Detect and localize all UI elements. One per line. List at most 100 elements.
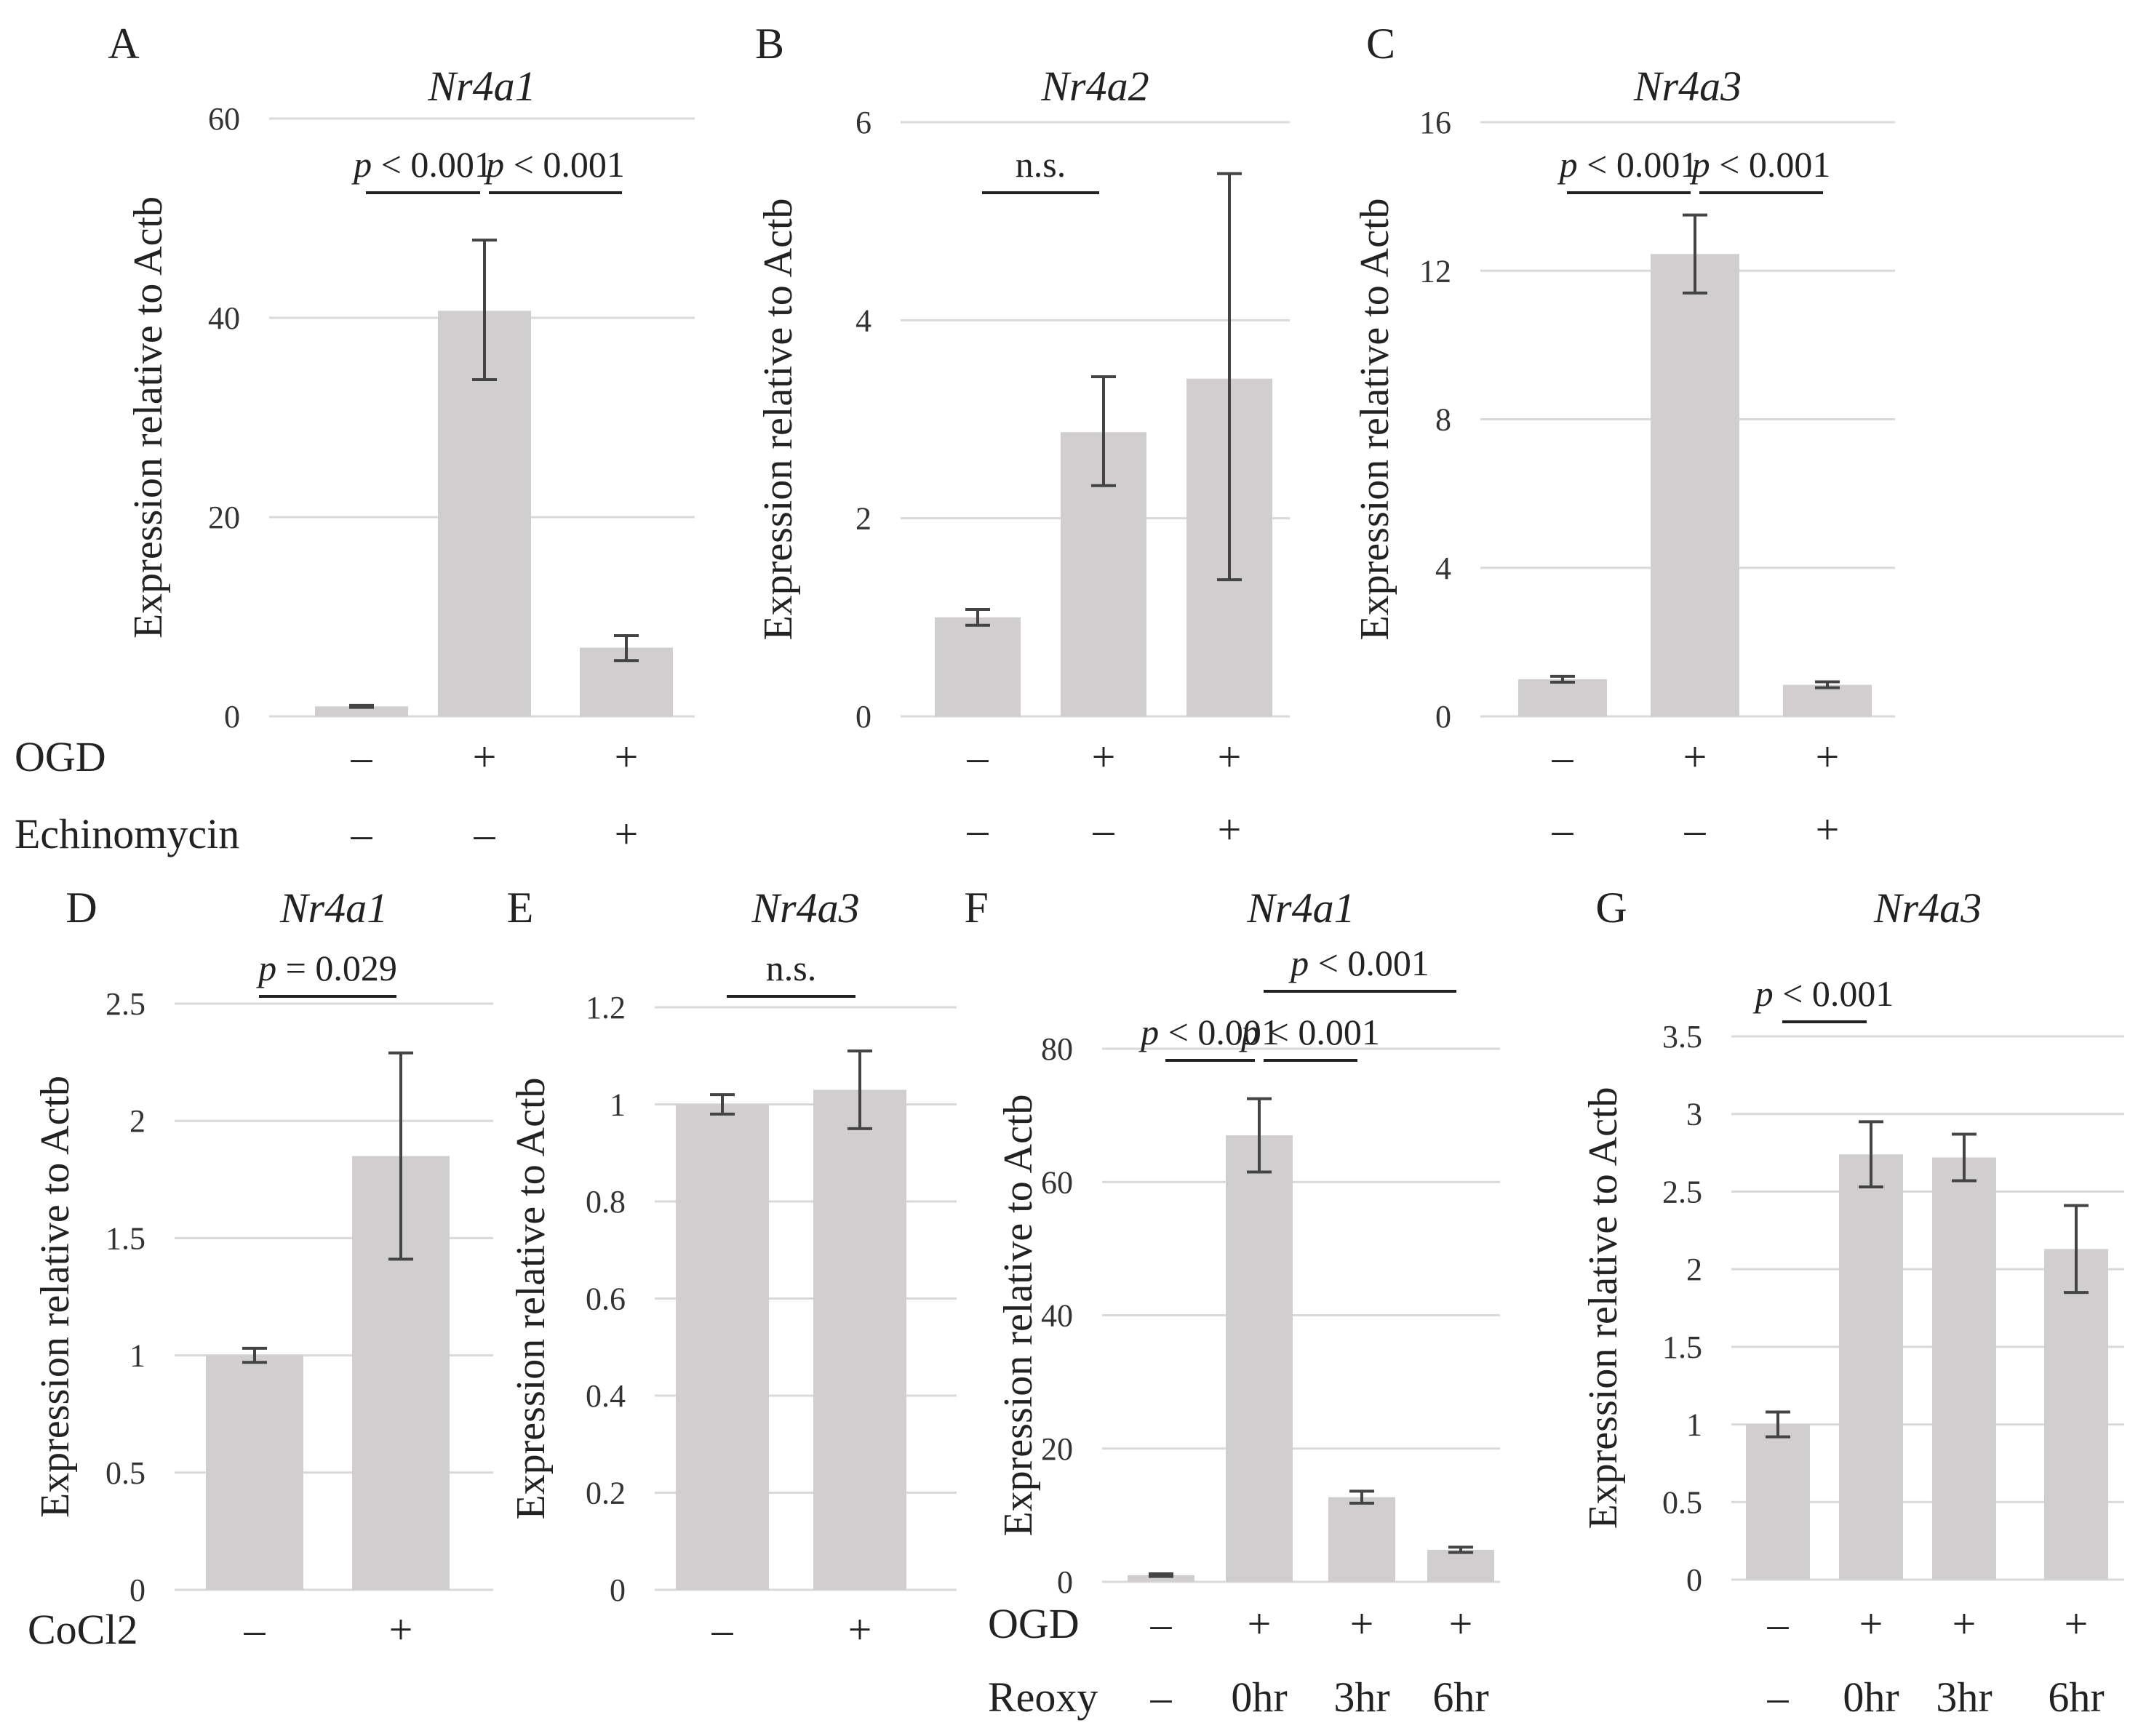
y-tick-label: 1.2	[586, 990, 626, 1025]
significance-label: n.s.	[1016, 144, 1066, 185]
y-tick-label: 0	[224, 699, 240, 735]
y-tick-label: 0	[1686, 1562, 1702, 1598]
bar	[206, 1355, 303, 1590]
y-tick-label: 0.8	[586, 1184, 626, 1220]
condition-mark: –	[1093, 806, 1115, 853]
y-axis-label: Expression relative to Actb	[126, 196, 171, 639]
chart-title: Nr4a3	[1873, 884, 1982, 932]
condition-mark: +	[1218, 806, 1242, 853]
y-tick-label: 0.2	[586, 1476, 626, 1511]
condition-mark: –	[244, 1606, 266, 1653]
y-tick-label: 2	[855, 501, 871, 537]
y-tick-label: 20	[1041, 1431, 1073, 1467]
condition-mark: –	[711, 1606, 734, 1653]
significance-label: n.s.	[766, 948, 816, 988]
condition-row-label: Reoxy	[988, 1673, 1098, 1721]
y-tick-label: 0.6	[586, 1281, 626, 1317]
condition-mark: –	[1150, 1673, 1173, 1721]
y-axis-label: Expression relative to Actb	[996, 1094, 1041, 1536]
y-tick-label: 0.5	[105, 1455, 145, 1491]
condition-mark: +	[473, 733, 497, 780]
condition-mark: –	[1552, 806, 1574, 853]
condition-mark: +	[1092, 733, 1116, 780]
condition-mark: +	[389, 1606, 413, 1653]
panel-letter: A	[108, 20, 139, 68]
significance-label: p = 0.029	[256, 948, 397, 988]
y-tick-label: 1	[1686, 1407, 1702, 1443]
significance-label: p < 0.001	[484, 144, 625, 185]
condition-mark: +	[1952, 1600, 1977, 1647]
condition-mark: 6hr	[1432, 1673, 1488, 1721]
condition-mark: 0hr	[1843, 1673, 1899, 1721]
condition-mark: +	[1248, 1600, 1272, 1647]
bar	[1518, 679, 1607, 716]
panel-d: D Nr4a1 0 0.5 1 1.5 2 2.5 Expression relative to…	[28, 884, 493, 1653]
panel-c: C Nr4a3 0 4 8 12 16 Expression relative to Actb…	[1352, 20, 1895, 853]
y-tick-label: 0	[1057, 1564, 1073, 1600]
condition-mark: +	[1449, 1600, 1473, 1647]
condition-mark: –	[1150, 1600, 1173, 1647]
condition-mark: +	[615, 733, 639, 780]
condition-mark: +	[1816, 806, 1840, 853]
condition-mark: +	[1218, 733, 1242, 780]
bar	[1651, 254, 1739, 717]
condition-mark: –	[967, 733, 989, 780]
condition-mark: –	[1552, 733, 1574, 780]
panel-a: A Nr4a1 0 20 40 60 Expression relative to Actb…	[15, 20, 695, 857]
panel-b: B Nr4a2 0 2 4 6 Expression relative to Actb n.s…	[755, 20, 1290, 853]
condition-row-label: OGD	[15, 733, 106, 780]
y-tick-label: 40	[1041, 1298, 1073, 1334]
significance-label: p < 0.001	[1690, 144, 1831, 185]
y-tick-label: 80	[1041, 1031, 1073, 1067]
panel-letter: G	[1595, 884, 1627, 932]
y-tick-label: 4	[855, 303, 871, 338]
y-tick-label: 3	[1686, 1097, 1702, 1132]
y-tick-label: 60	[1041, 1164, 1073, 1200]
bar	[813, 1089, 906, 1590]
condition-mark: –	[351, 810, 373, 857]
chart-title: Nr4a2	[1040, 63, 1149, 110]
y-tick-label: 40	[208, 300, 240, 336]
significance-label: p < 0.001	[1138, 1012, 1280, 1052]
condition-mark: 0hr	[1231, 1673, 1287, 1721]
condition-mark: +	[1859, 1600, 1883, 1647]
chart-title: Nr4a1	[279, 884, 388, 932]
condition-mark: 3hr	[1936, 1673, 1992, 1721]
panel-letter: C	[1366, 20, 1395, 68]
condition-mark: +	[615, 810, 639, 857]
panel-letter: F	[964, 884, 988, 932]
significance-label: p < 0.001	[1239, 1012, 1380, 1052]
condition-mark: +	[1683, 733, 1707, 780]
y-axis-label: Expression relative to Actb	[1581, 1087, 1626, 1529]
condition-mark: 6hr	[2048, 1673, 2104, 1721]
y-tick-label: 4	[1435, 551, 1451, 586]
y-tick-label: 8	[1435, 402, 1451, 438]
y-tick-label: 2	[129, 1103, 145, 1139]
y-tick-label: 0	[855, 699, 871, 735]
y-tick-label: 1	[610, 1087, 626, 1123]
y-tick-label: 1.5	[105, 1220, 145, 1256]
condition-mark: –	[351, 733, 373, 780]
y-tick-label: 1.5	[1662, 1329, 1702, 1365]
condition-mark: 3hr	[1333, 1673, 1389, 1721]
y-tick-label: 1	[129, 1338, 145, 1374]
bar	[1783, 684, 1872, 716]
y-tick-label: 0.4	[586, 1378, 626, 1414]
condition-mark: +	[848, 1606, 872, 1653]
y-tick-label: 2	[1686, 1252, 1702, 1287]
significance-label: p < 0.001	[351, 144, 492, 185]
y-tick-label: 0	[1435, 699, 1451, 735]
panel-g: G Nr4a3 0 0.5 1 1.5 2 2.5 3 3.5 Expression relativ…	[1581, 884, 2124, 1721]
bar	[935, 617, 1021, 716]
y-axis-label: Expression relative to Actb	[1352, 198, 1397, 640]
y-axis-label: Expression relative to Actb	[756, 198, 801, 640]
bar	[1932, 1157, 1996, 1580]
condition-row-label: OGD	[988, 1600, 1080, 1647]
chart-title: Nr4a3	[1633, 63, 1742, 110]
condition-mark: +	[2065, 1600, 2089, 1647]
bar	[1128, 1575, 1194, 1582]
y-tick-label: 60	[208, 101, 240, 137]
condition-mark: –	[1767, 1673, 1790, 1721]
